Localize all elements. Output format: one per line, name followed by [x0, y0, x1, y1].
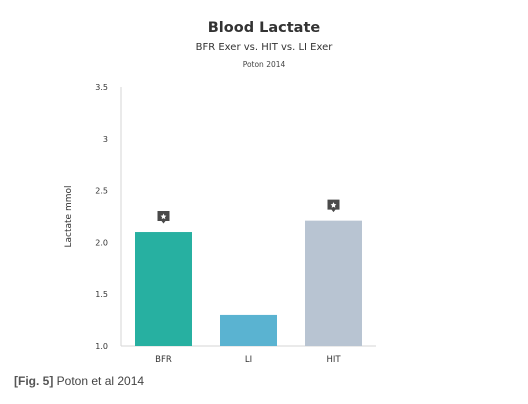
- y-tick-label: 3: [103, 135, 108, 144]
- figure-caption-text: Poton et al 2014: [56, 374, 145, 388]
- y-tick-label: 3.5: [95, 83, 108, 92]
- chart-title: Blood Lactate: [207, 20, 321, 36]
- bar-li: [220, 314, 277, 346]
- significance-marker-icon: [327, 199, 340, 213]
- bars: [135, 220, 362, 346]
- x-tick-label: LI: [245, 355, 252, 365]
- chart-subtitle: BFR Exer vs. HIT vs. LI Exer: [195, 42, 333, 53]
- x-tick-label: HIT: [326, 355, 341, 365]
- figure-number: [Fig. 5]: [14, 374, 54, 388]
- bar-bfr: [135, 232, 192, 346]
- significance-markers: [157, 199, 340, 224]
- significance-marker-icon: [157, 211, 170, 224]
- y-axis-label: Lactate mmol: [64, 186, 74, 248]
- y-ticks: 1.0 1.5 2.0 2.5 3 3.5: [95, 83, 108, 351]
- figure-caption: [Fig. 5] Poton et al 2014: [14, 374, 144, 388]
- x-ticks: BFR LI HIT: [155, 355, 341, 365]
- x-tick-label: BFR: [155, 355, 172, 365]
- bar-hit: [305, 220, 362, 346]
- bar-chart: Lactate mmol 1.0 1.5 2.0 2.5 3 3.5 BFR LI HIT: [64, 83, 376, 365]
- y-tick-label: 2.0: [95, 238, 108, 247]
- y-tick-label: 1.5: [95, 290, 108, 299]
- y-tick-label: 2.5: [95, 187, 108, 196]
- chart-source: Poton 2014: [242, 60, 286, 69]
- y-tick-label: 1.0: [95, 342, 108, 351]
